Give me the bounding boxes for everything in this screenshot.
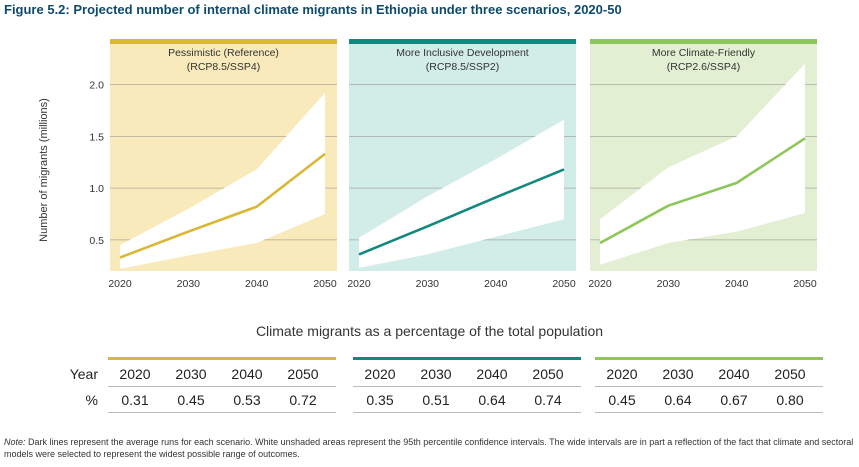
x-tick-friendly-2040: 2040 — [725, 278, 749, 290]
panel-title-friendly: More Climate-Friendly — [652, 47, 756, 59]
y-tick-1.5: 1.5 — [89, 131, 104, 143]
x-tick-inclusive-2020: 2020 — [347, 278, 371, 290]
table-value-2-1: 0.64 — [664, 392, 692, 408]
panel-subtitle-inclusive: (RCP8.5/SSP2) — [426, 61, 500, 73]
table-value-1-1: 0.51 — [422, 392, 450, 408]
table-value-2-2: 0.67 — [720, 392, 748, 408]
table-value-1-2: 0.64 — [478, 392, 506, 408]
average-line-friendly — [599, 137, 806, 245]
table-group-divider-1 — [353, 386, 581, 387]
table-group-bottom-0 — [108, 412, 336, 413]
table-value-1-0: 0.35 — [366, 392, 394, 408]
panel-title-pessimistic: Pessimistic (Reference) — [168, 47, 279, 59]
table-value-2-0: 0.45 — [608, 392, 636, 408]
table-year-0-1: 2030 — [175, 366, 207, 382]
note-text: Dark lines represent the average runs fo… — [4, 437, 854, 459]
x-tick-inclusive-2050: 2050 — [552, 278, 576, 290]
table-year-1-3: 2050 — [532, 366, 564, 382]
charts-area: Pessimistic (Reference) (RCP8.5/SSP4) 2020… — [89, 39, 817, 290]
panel-title-inclusive: More Inclusive Development — [396, 47, 529, 59]
panel-subtitle-friendly: (RCP2.6/SSP4) — [667, 61, 741, 73]
x-tick-friendly-2050: 2050 — [793, 278, 817, 290]
x-tick-friendly-2020: 2020 — [588, 278, 612, 290]
table-title: Climate migrants as a percentage of the … — [255, 323, 604, 339]
table-group-divider-0 — [108, 386, 336, 387]
y-axis-label-text: Number of migrants (millions) — [38, 98, 50, 242]
figure-title: Figure 5.2: Projected number of internal… — [4, 2, 622, 17]
panel-top-bar-friendly — [590, 39, 817, 44]
table-year-1-2: 2040 — [476, 366, 508, 382]
table-year-0-2: 2040 — [231, 366, 263, 382]
y-tick-1.0: 1.0 — [89, 183, 104, 195]
average-line-inclusive — [358, 168, 565, 256]
table-year-2-0: 2020 — [606, 366, 638, 382]
table-group-bar-2 — [595, 357, 823, 360]
confidence-band-inclusive — [359, 119, 564, 268]
table-group-divider-2 — [595, 386, 823, 387]
table-value-0-2: 0.53 — [233, 392, 261, 408]
table-year-2-3: 2050 — [774, 366, 806, 382]
x-tick-inclusive-2040: 2040 — [484, 278, 508, 290]
table-year-1-0: 2020 — [364, 366, 396, 382]
x-tick-inclusive-2030: 2030 — [416, 278, 440, 290]
x-tick-pessimistic-2020: 2020 — [108, 278, 132, 290]
panel-top-bar-pessimistic — [110, 39, 337, 44]
note-label: Note: — [4, 437, 26, 447]
table-value-0-0: 0.31 — [121, 392, 149, 408]
panel-top-bar-inclusive — [349, 39, 576, 44]
table-value-1-3: 0.74 — [534, 392, 562, 408]
x-tick-friendly-2030: 2030 — [657, 278, 681, 290]
table-value-0-1: 0.45 — [177, 392, 205, 408]
x-tick-pessimistic-2030: 2030 — [177, 278, 201, 290]
year-row-label: Year — [69, 366, 98, 382]
note: Note: Dark lines represent the average r… — [4, 436, 856, 460]
table-year-1-1: 2030 — [420, 366, 452, 382]
y-tick-0.5: 0.5 — [89, 235, 104, 247]
table-group-bottom-2 — [595, 412, 823, 413]
x-tick-pessimistic-2040: 2040 — [245, 278, 269, 290]
table-year-0-3: 2050 — [287, 366, 319, 382]
table-value-2-3: 0.80 — [776, 392, 804, 408]
panel-subtitle-pessimistic: (RCP8.5/SSP4) — [187, 61, 261, 73]
table-year-2-1: 2030 — [662, 366, 694, 382]
table-year-0-0: 2020 — [119, 366, 151, 382]
table-value-0-3: 0.72 — [289, 392, 317, 408]
y-tick-2.0: 2.0 — [89, 79, 104, 91]
table-group-bar-0 — [108, 357, 336, 360]
average-line-pessimistic — [119, 152, 326, 259]
table-group-bottom-1 — [353, 412, 581, 413]
x-tick-pessimistic-2050: 2050 — [313, 278, 337, 290]
table-year-2-2: 2040 — [718, 366, 750, 382]
pct-row-label: % — [85, 392, 98, 408]
confidence-band-pessimistic — [120, 92, 325, 269]
table-group-bar-1 — [353, 357, 581, 360]
